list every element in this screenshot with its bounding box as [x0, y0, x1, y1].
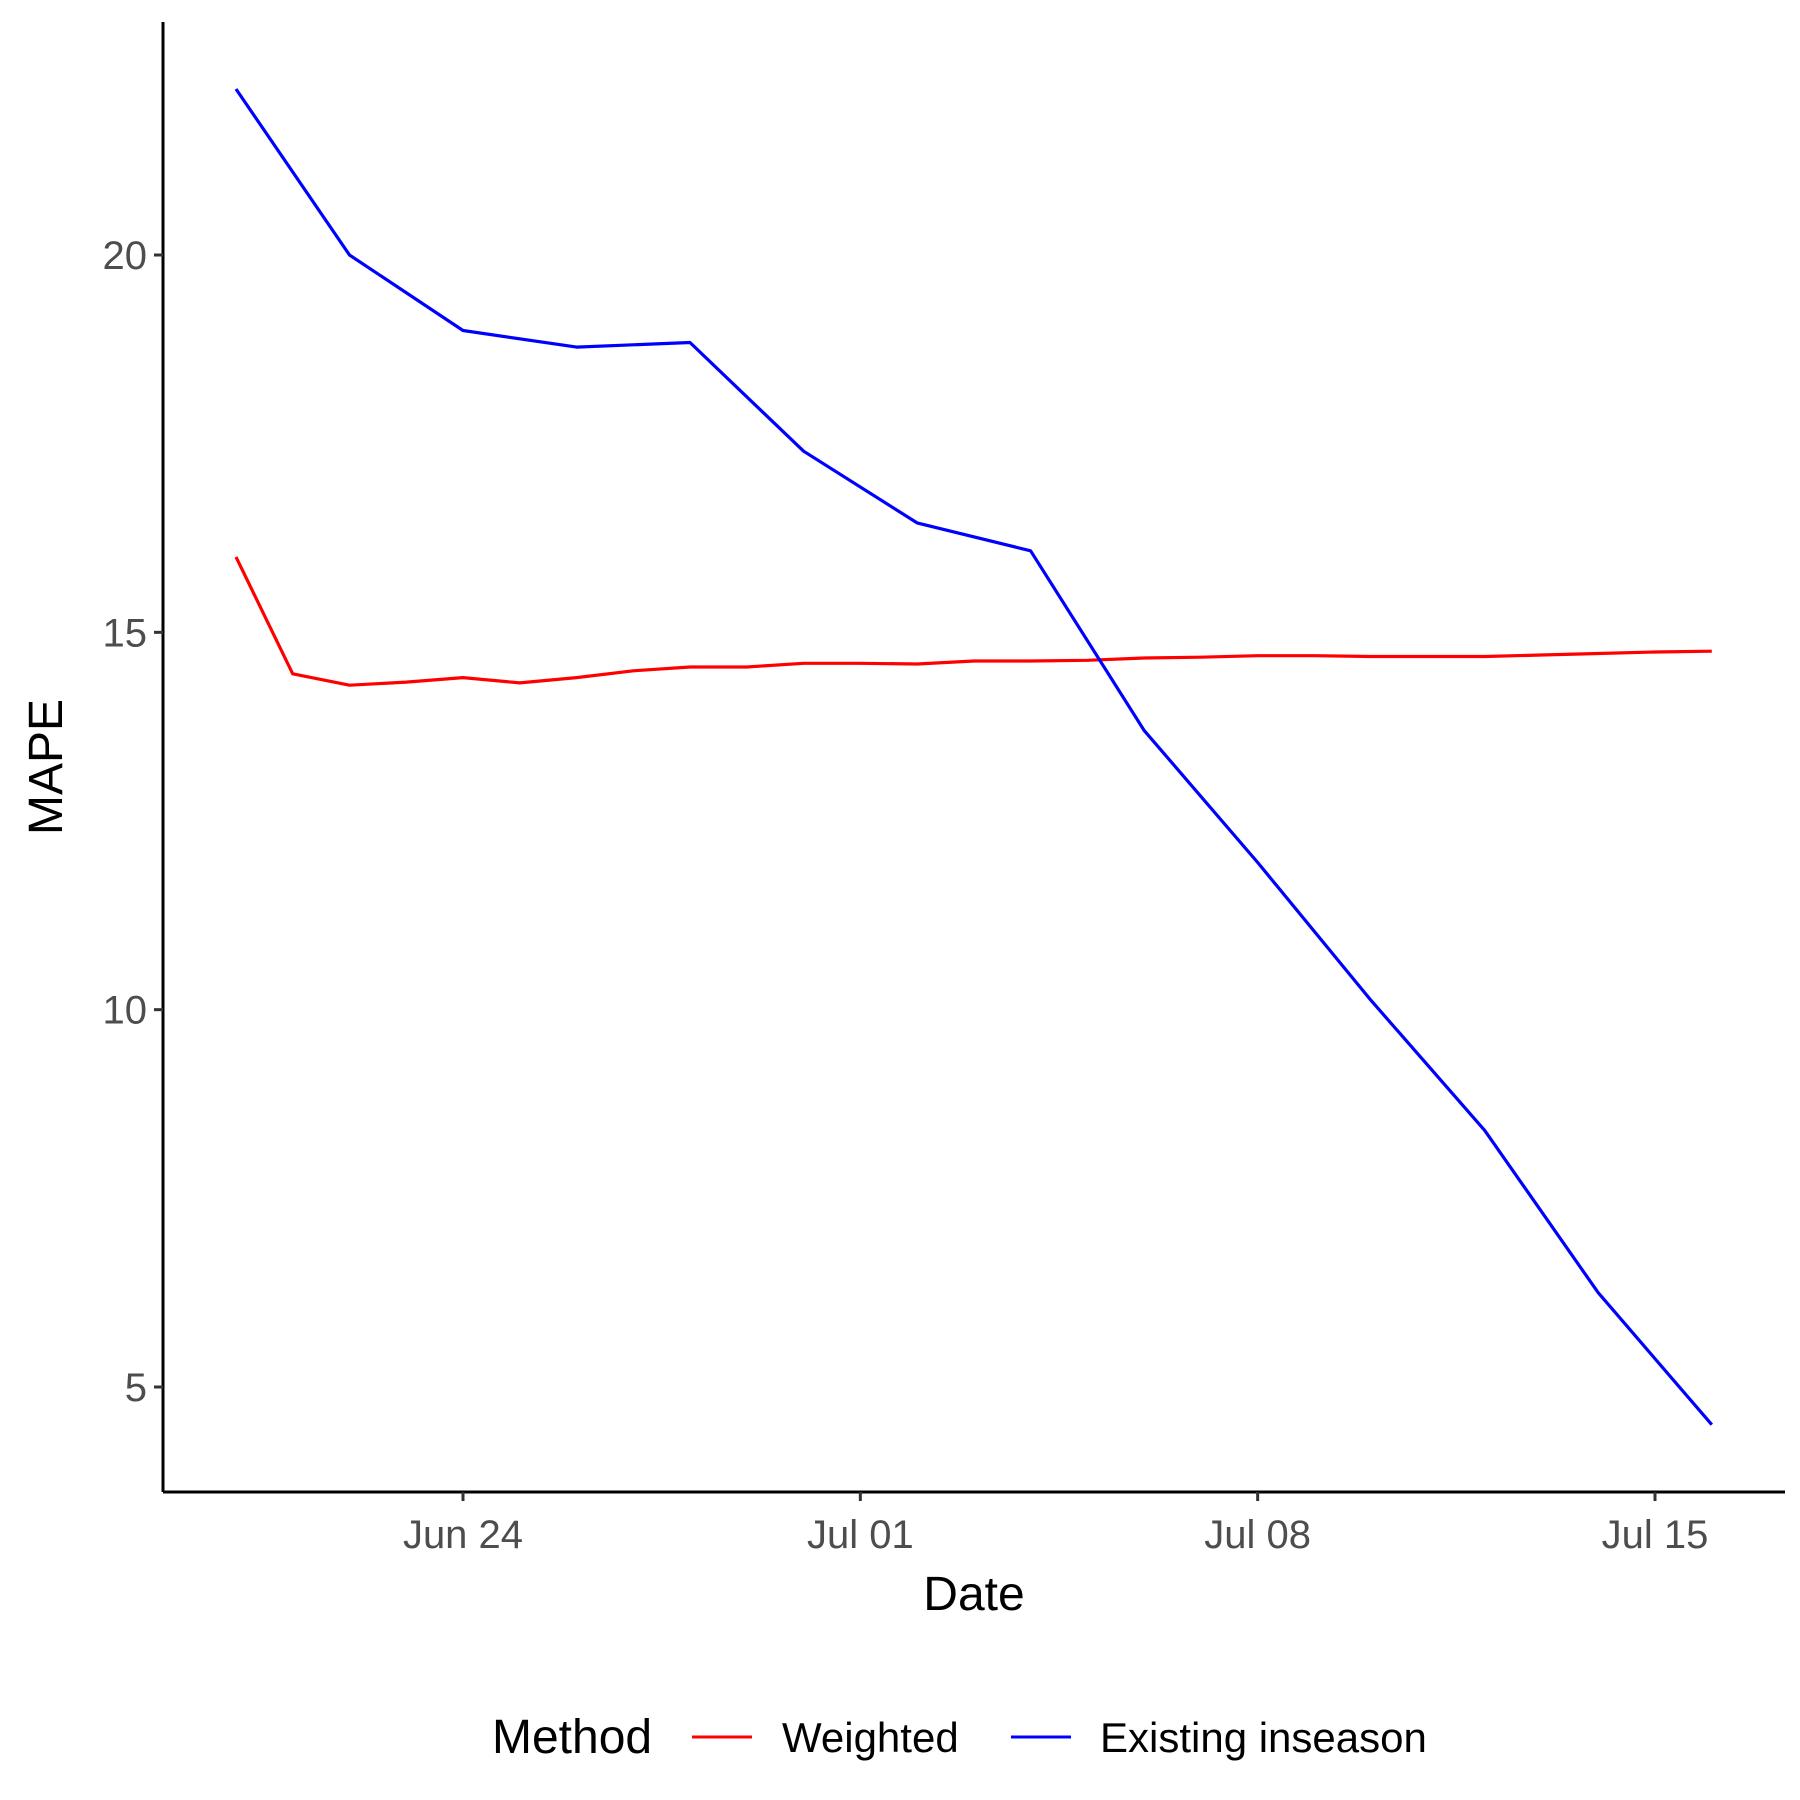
series-line-existing-inseason: [234, 88, 1714, 1426]
x-tick-label: Jul 01: [807, 1513, 914, 1557]
axes: [161, 22, 1785, 1494]
y-axis-title: MAPE: [20, 699, 73, 835]
legend-label-weighted: Weighted: [782, 1714, 959, 1761]
x-axis-title: Date: [923, 1568, 1024, 1621]
y-tick-label: 10: [103, 989, 148, 1033]
y-tick-label: 20: [103, 234, 148, 278]
series-layer: [234, 88, 1714, 1426]
legend: Method Weighted Existing inseason: [492, 1711, 1427, 1764]
legend-title: Method: [492, 1711, 652, 1764]
legend-label-existing-inseason: Existing inseason: [1100, 1714, 1427, 1761]
y-ticks: 5 10 15 20: [103, 234, 163, 1410]
x-tick-label: Jul 08: [1204, 1513, 1311, 1557]
x-tick-label: Jun 24: [403, 1513, 523, 1557]
y-tick-label: 5: [125, 1366, 147, 1410]
series-line-weighted: [234, 556, 1712, 687]
x-tick-label: Jul 15: [1602, 1513, 1709, 1557]
y-tick-label: 15: [103, 611, 148, 655]
x-ticks: Jun 24 Jul 01 Jul 08 Jul 15: [403, 1492, 1708, 1557]
